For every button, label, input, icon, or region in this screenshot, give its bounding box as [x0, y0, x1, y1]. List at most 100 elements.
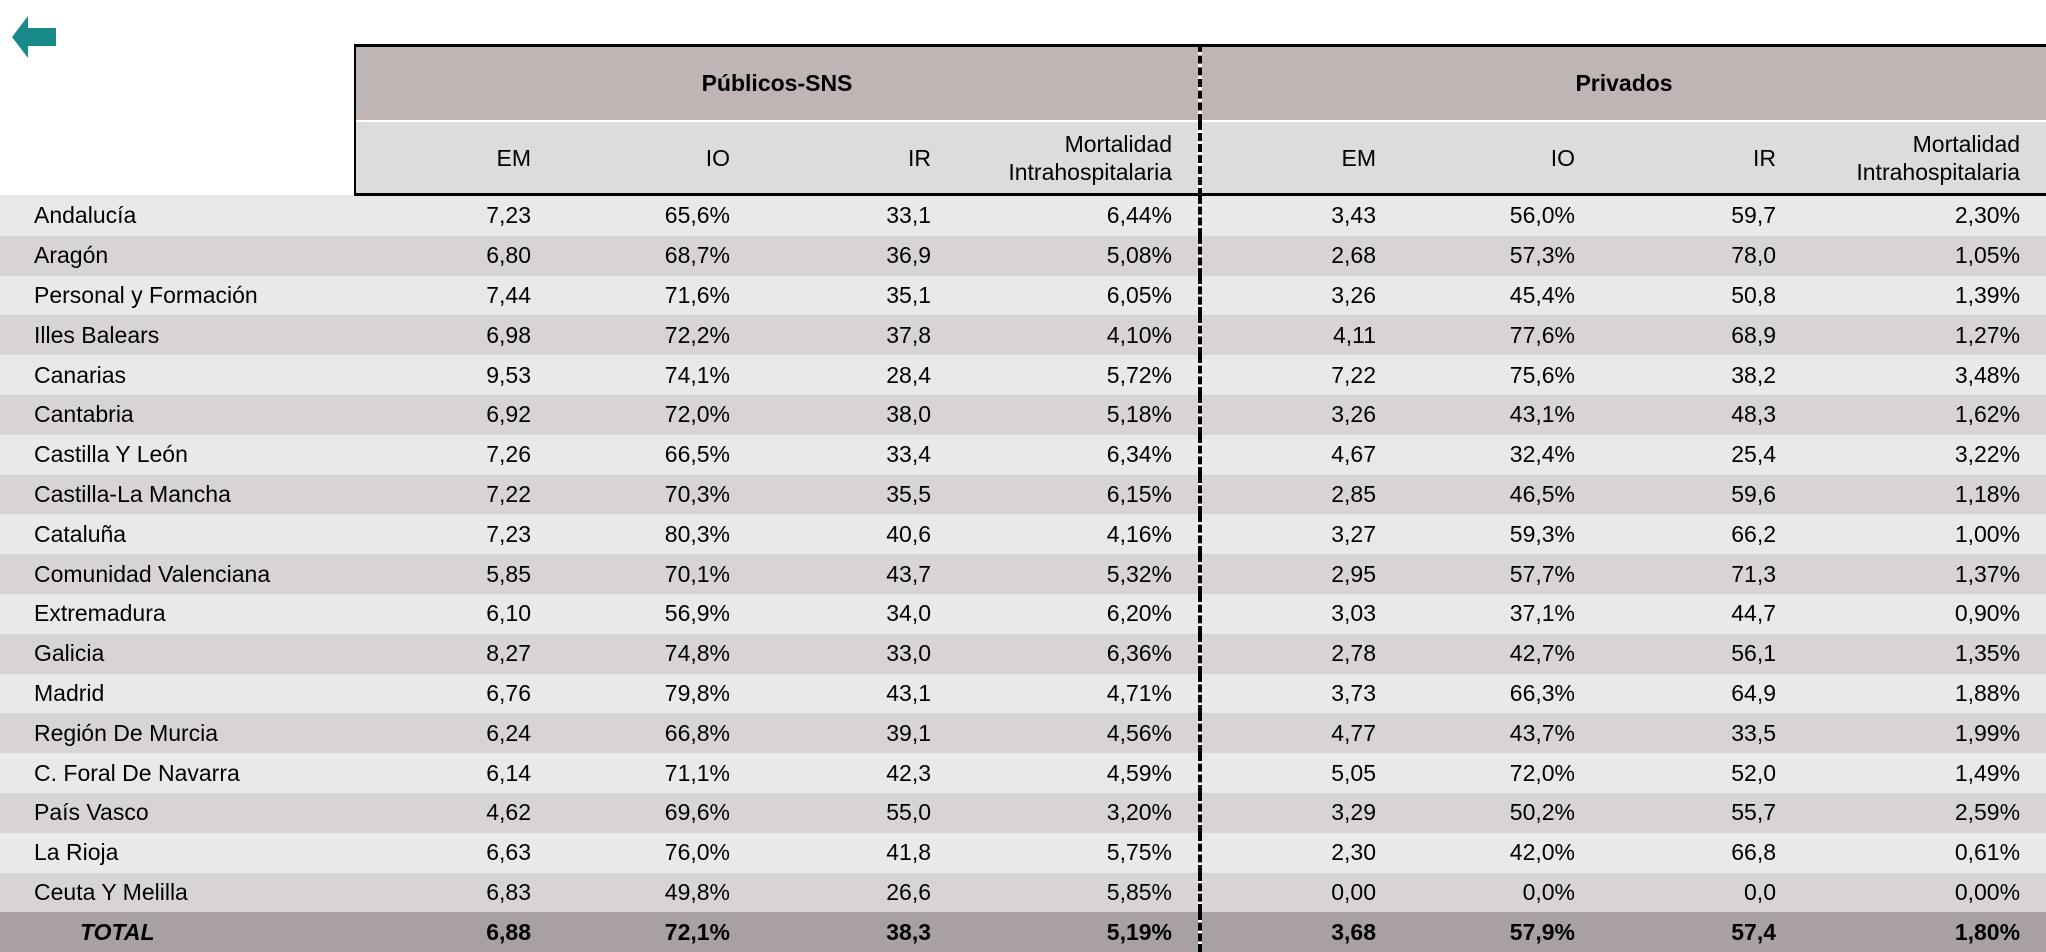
- row-label: País Vasco: [0, 792, 355, 833]
- cell: 59,6: [1622, 474, 1833, 515]
- cell: 6,24: [355, 713, 566, 754]
- table-row: País Vasco 4,62 69,6% 55,0 3,20% 3,29 50,2% 55,…: [0, 792, 2046, 833]
- cell: 1,00%: [1833, 514, 2046, 555]
- cell: 55,7: [1622, 792, 1833, 833]
- group-header: Públicos-SNS: [355, 44, 1202, 121]
- cell: 2,30%: [1833, 194, 2046, 236]
- cell: 7,23: [355, 514, 566, 555]
- cell: 5,85: [355, 554, 566, 594]
- column-header: IO: [1411, 120, 1622, 196]
- table-row: Aragón 6,80 68,7% 36,9 5,08% 2,68 57,3% 78,0 1,0…: [0, 235, 2046, 276]
- cell: 0,90%: [1833, 593, 2046, 634]
- cell: 43,7%: [1411, 713, 1622, 754]
- cell: 3,03: [1200, 593, 1411, 634]
- cell: 4,59%: [988, 753, 1202, 793]
- cell: 2,59%: [1833, 792, 2046, 833]
- cell: 1,80%: [1833, 912, 2046, 952]
- cell: 1,39%: [1833, 275, 2046, 316]
- cell: 41,8: [777, 832, 988, 873]
- cell: 46,5%: [1411, 474, 1622, 515]
- cell: 5,18%: [988, 394, 1202, 435]
- cell: 50,2%: [1411, 792, 1622, 833]
- cell: 57,4: [1622, 912, 1833, 952]
- cell: 72,2%: [566, 315, 777, 356]
- cell: 33,0: [777, 633, 988, 674]
- cell: 6,36%: [988, 633, 1202, 674]
- cell: 77,6%: [1411, 315, 1622, 356]
- cell: 66,2: [1622, 514, 1833, 555]
- table-row: Comunidad Valenciana 5,85 70,1% 43,7 5,32% 2,…: [0, 554, 2046, 594]
- cell: 39,1: [777, 713, 988, 754]
- cell: 6,05%: [988, 275, 1202, 316]
- cell: 71,1%: [566, 753, 777, 793]
- cell: 42,0%: [1411, 832, 1622, 873]
- cell: 1,27%: [1833, 315, 2046, 356]
- cell: 36,9: [777, 235, 988, 276]
- column-header: EM: [355, 120, 566, 196]
- cell: 59,7: [1622, 194, 1833, 236]
- blank-cell: [0, 121, 356, 195]
- cell: 50,8: [1622, 275, 1833, 316]
- total-row: TOTAL 6,88 72,1% 38,3 5,19% 3,68 57,9% 57,4 1,80…: [0, 912, 2046, 952]
- cell: 38,2: [1622, 355, 1833, 395]
- cell: 6,76: [355, 673, 566, 714]
- row-label: Castilla Y León: [0, 434, 355, 475]
- cell: 6,10: [355, 593, 566, 634]
- cell: 1,88%: [1833, 673, 2046, 714]
- cell: 75,6%: [1411, 355, 1622, 395]
- table-row: Región De Murcia 6,24 66,8% 39,1 4,56% 4,77 43…: [0, 713, 2046, 754]
- cell: 43,7: [777, 554, 988, 594]
- cell: 4,16%: [988, 514, 1202, 555]
- cell: 4,11: [1200, 315, 1411, 356]
- cell: 33,4: [777, 434, 988, 475]
- cell: 76,0%: [566, 832, 777, 873]
- cell: 57,3%: [1411, 235, 1622, 276]
- cell: 1,37%: [1833, 554, 2046, 594]
- cell: 35,1: [777, 275, 988, 316]
- cell: 44,7: [1622, 593, 1833, 634]
- cell: 4,62: [355, 792, 566, 833]
- cell: 74,8%: [566, 633, 777, 674]
- cell: 69,6%: [566, 792, 777, 833]
- cell: 0,61%: [1833, 832, 2046, 873]
- cell: 52,0: [1622, 753, 1833, 793]
- cell: 0,00: [1200, 872, 1411, 913]
- cell: 6,92: [355, 394, 566, 435]
- column-header: EM: [1200, 120, 1411, 196]
- cell: 2,78: [1200, 633, 1411, 674]
- cell: 71,6%: [566, 275, 777, 316]
- data-table: Públicos-SNS Privados EM IO IR Mortalidad Int…: [0, 44, 2046, 952]
- cell: 57,7%: [1411, 554, 1622, 594]
- row-label: Andalucía: [0, 194, 355, 236]
- group-header-row: Públicos-SNS Privados: [0, 44, 2046, 121]
- cell: 7,26: [355, 434, 566, 475]
- cell: 34,0: [777, 593, 988, 634]
- cell: 5,75%: [988, 832, 1202, 873]
- row-label: Castilla-La Mancha: [0, 474, 355, 515]
- cell: 42,7%: [1411, 633, 1622, 674]
- cell: 70,1%: [566, 554, 777, 594]
- cell: 42,3: [777, 753, 988, 793]
- cell: 1,49%: [1833, 753, 2046, 793]
- cell: 3,48%: [1833, 355, 2046, 395]
- cell: 9,53: [355, 355, 566, 395]
- cell: 2,30: [1200, 832, 1411, 873]
- cell: 6,20%: [988, 593, 1202, 634]
- cell: 64,9: [1622, 673, 1833, 714]
- cell: 43,1: [777, 673, 988, 714]
- cell: 79,8%: [566, 673, 777, 714]
- group-header: Privados: [1200, 44, 2046, 121]
- row-label: Cantabria: [0, 394, 355, 435]
- cell: 0,0%: [1411, 872, 1622, 913]
- row-label: Aragón: [0, 235, 355, 276]
- row-label: La Rioja: [0, 832, 355, 873]
- cell: 80,3%: [566, 514, 777, 555]
- row-label: C. Foral De Navarra: [0, 753, 355, 793]
- cell: 3,20%: [988, 792, 1202, 833]
- cell: 72,0%: [566, 394, 777, 435]
- table-row: Castilla-La Mancha 7,22 70,3% 35,5 6,15% 2,85…: [0, 474, 2046, 515]
- cell: 45,4%: [1411, 275, 1622, 316]
- cell: 37,8: [777, 315, 988, 356]
- cell: 5,85%: [988, 872, 1202, 913]
- cell: 66,5%: [566, 434, 777, 475]
